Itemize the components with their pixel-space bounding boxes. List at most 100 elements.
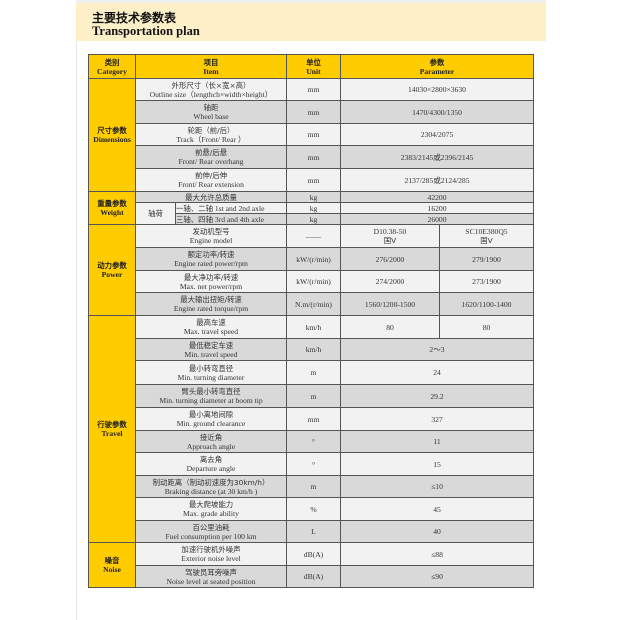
unit-cell: mm [286,78,341,101]
table-row: 臂头最小转弯直径 Min. turning diameter at boom ti… [88,384,535,408]
parameter-cell: 42200 [339,191,535,203]
parameter-cell: 2383/2145或2396/2145 [339,145,535,169]
spec-table: 类别 Category 项目 Item 单位 Unit 参数 Parameter 尺寸参… [88,54,535,588]
table-row: 最大爬坡能力 Max. grade ability% 45 [88,497,535,521]
item-cell: 外形尺寸（长×宽×高） Outline size（lengthch×width×h… [135,78,287,101]
category-cell: 行驶参数 Travel [88,315,136,543]
unit-cell: kg [286,202,341,214]
table-row: 行驶参数 Travel 最高车速 Max. travel speed km/h 80 80 [88,315,535,543]
item-cell: 接近角 Approach angle [135,430,287,453]
parameter-cell: SC10E380Q5 国Ⅴ [438,224,535,248]
unit-cell: mm [286,407,341,431]
unit-cell: mm [286,168,341,192]
sub-item-cell: 轴荷 [135,202,176,225]
table-row: 噪音 Noise 加速行驶机外噪声 Exterior noise level dB(A)… [88,542,535,588]
parameter-cell: 276/2000 [340,247,440,271]
category-cell: 动力参数 Power [88,224,136,316]
title-cn: 主要技术参数表 [92,11,177,25]
page-top-edge [76,0,546,3]
item-cell: 最小离地间隙 Min. ground clearance [135,407,287,431]
table-row: 接近角 Approach angle ° 11 [88,430,535,453]
unit-cell: % [286,497,341,521]
header-category: 类别 Category [88,54,136,79]
item-cell: 轴距 Wheel base [135,100,287,124]
table-row: 最大净功率/转速 Max. net power/rpm kW/(r/min) 274/… [88,270,535,293]
table-row: 离去角 Departure angle ° 15 [88,452,535,476]
parameter-cell: 80 [340,315,440,339]
parameter-cell: 45 [339,497,535,521]
parameter-cell: 327 [339,407,535,431]
unit-cell: dB(A) [286,565,341,588]
unit-cell: N.m/(r/min) [286,292,341,316]
item-cell: 最小转弯直径 Min. turning diameter [135,360,287,385]
item-cell: 百公里油耗 Fuel consumption per 100 km [135,520,287,543]
table-row: 制动距离（制动初速度为30km/h） Braking distance (at 3… [88,475,535,498]
header-unit: 单位 Unit [286,54,341,79]
parameter-cell: 1620/1100-1400 [438,292,535,316]
parameter-cell: 26000 [339,213,535,225]
item-cell: 最大允许总质量 [135,191,287,203]
parameter-cell: 14030×2800×3630 [339,78,535,101]
unit-cell: mm [286,145,341,169]
item-cell: 额定功率/转速 Engine rated power/rpm [135,247,287,271]
parameter-cell: 1560/1200-1500 [340,292,440,316]
unit-cell: kW/(r/min) [286,247,341,271]
table-row: 最小转弯直径 Min. turning diameter m 24 [88,360,535,385]
unit-cell: km/h [286,315,341,339]
unit-cell: kW/(r/min) [286,270,341,293]
table-header-row: 类别 Category 项目 Item 单位 Unit 参数 Parameter [88,54,535,79]
unit-cell: L [286,520,341,543]
item-cell: 三轴、四轴 3rd and 4th axle [175,213,287,225]
item-cell: 驾驶员耳旁噪声 Noise level at seated position [135,565,287,588]
table-row: 最大输出扭矩/转速 Engine rated torque/rpm N.m/(r/m… [88,292,535,316]
parameter-cell: 279/1900 [438,247,535,271]
item-cell: 发动机型号 Engine model [135,224,287,248]
unit-cell: kg [286,191,341,203]
parameter-cell: 29.2 [339,384,535,408]
title-en: Transportation plan [92,24,200,38]
unit-cell: m [286,360,341,385]
item-cell: 最大输出扭矩/转速 Engine rated torque/rpm [135,292,287,316]
header-parameter: 参数 Parameter [339,54,535,79]
item-cell: 最大净功率/转速 Max. net power/rpm [135,270,287,293]
table-row: 最低稳定车速 Min. travel speed km/h 2～3 [88,338,535,361]
table-row: 前伸/后伸 Front/ Rear extension mm 2137/285或212… [88,168,535,192]
page-margin [0,0,77,620]
item-cell: 臂头最小转弯直径 Min. turning diameter at boom ti… [135,384,287,408]
unit-cell: ° [286,430,341,453]
table-row: 百公里油耗 Fuel consumption per 100 km L 40 [88,520,535,543]
parameter-cell: ≤90 [339,565,535,588]
parameter-cell: 40 [339,520,535,543]
unit-cell: dB(A) [286,542,341,566]
table-row: 前悬/后悬 Front/ Rear overhang mm 2383/2145或239… [88,145,535,169]
item-cell: 前伸/后伸 Front/ Rear extension [135,168,287,192]
table-row: 驾驶员耳旁噪声 Noise level at seated position dB(… [88,565,535,588]
parameter-cell: 1470/4300/1350 [339,100,535,124]
table-row: 重量参数 Weight 最大允许总质量 kg 42200 [88,191,535,225]
unit-cell: ° [286,452,341,476]
item-cell: 前悬/后悬 Front/ Rear overhang [135,145,287,169]
unit-cell: mm [286,123,341,146]
unit-cell: m [286,384,341,408]
document-header: 主要技术参数表 Transportation plan [76,3,546,41]
parameter-cell: 16200 [339,202,535,214]
parameter-cell: 24 [339,360,535,385]
table-row: 最小离地间隙 Min. ground clearance mm 327 [88,407,535,431]
header-item: 项目 Item [135,54,287,79]
parameter-cell: 15 [339,452,535,476]
table-row: 尺寸参数 Dimensions 外形尺寸（长×宽×高） Outline size（le… [88,78,535,192]
item-cell: 轮距（前/后） Track（Front/ Rear ） [135,123,287,146]
table-row: 轴距 Wheel base mm 1470/4300/1350 [88,100,535,124]
table-row: 轴荷 一轴、二轴 1st and 2nd axle kg 16200 [88,202,535,225]
parameter-cell: ≤10 [339,475,535,498]
parameter-cell: 11 [339,430,535,453]
table-row: 额定功率/转速 Engine rated power/rpm kW/(r/min) 2… [88,247,535,271]
parameter-cell: ≤88 [339,542,535,566]
unit-cell: mm [286,100,341,124]
parameter-cell: 274/2000 [340,270,440,293]
category-cell: 重量参数 Weight [88,191,136,225]
parameter-cell: 2304/2075 [339,123,535,146]
item-cell: 最大爬坡能力 Max. grade ability [135,497,287,521]
item-cell: 最高车速 Max. travel speed [135,315,287,339]
unit-cell: —— [286,224,341,248]
